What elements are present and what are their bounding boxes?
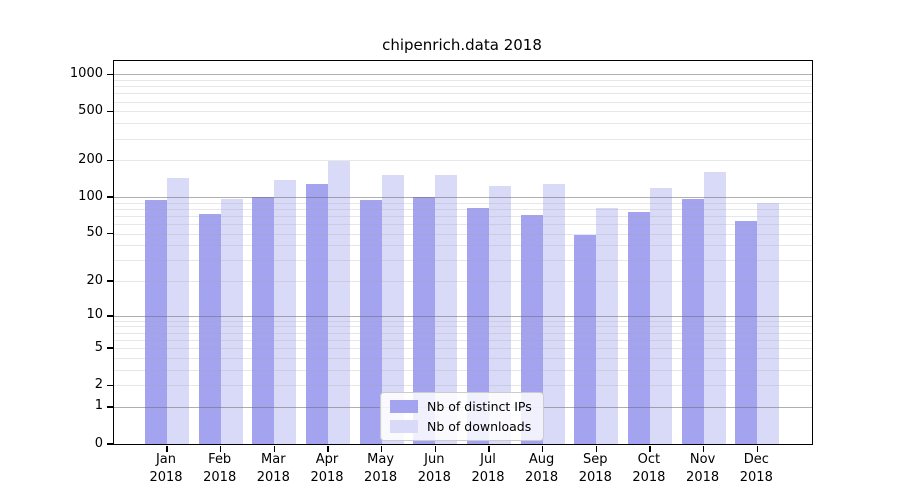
y-tick-mark <box>106 73 113 76</box>
x-tick-mark <box>541 445 544 452</box>
bar-ips-jun <box>413 197 436 444</box>
bar-downloads-aug <box>542 183 565 444</box>
x-tick-mark <box>488 445 490 452</box>
x-tick-mark <box>434 445 436 452</box>
x-tick-label-jun: Jun 2018 <box>417 452 451 485</box>
gridline-minor <box>114 80 812 81</box>
bar-downloads-nov <box>703 171 726 444</box>
bar-downloads-jul <box>489 186 511 444</box>
gridline-minor <box>114 138 812 140</box>
legend-label-downloads: Nb of downloads <box>427 419 532 434</box>
bar-ips-sep <box>574 234 597 444</box>
x-tick-label-nov: Nov 2018 <box>686 452 720 485</box>
legend-row-distinct-ips: Nb of distinct IPs <box>390 399 532 414</box>
y-tick-label: 20 <box>86 272 103 288</box>
bar-ips-apr <box>306 183 328 444</box>
legend: Nb of distinct IPs Nb of downloads <box>380 392 544 441</box>
x-tick-label-jan: Jan 2018 <box>149 452 183 485</box>
y-tick-mark <box>106 384 113 386</box>
bar-ips-jul <box>467 208 489 444</box>
y-tick-mark <box>106 159 113 161</box>
x-tick-label-oct: Oct 2018 <box>632 452 666 485</box>
x-tick-mark <box>702 445 705 452</box>
y-tick-mark <box>106 406 113 408</box>
y-tick-label: 5 <box>94 339 103 355</box>
chart-title: chipenrich.data 2018 <box>382 36 542 54</box>
bar-downloads-oct <box>649 188 672 444</box>
y-tick-mark <box>106 196 113 198</box>
x-tick-label-dec: Dec 2018 <box>739 452 773 485</box>
y-tick-label: 1 <box>94 398 103 414</box>
y-tick-label: 50 <box>86 225 103 241</box>
bar-downloads-apr <box>328 161 350 444</box>
gridline-minor <box>114 86 812 88</box>
x-tick-label-may: May 2018 <box>364 452 398 485</box>
y-tick-label: 10 <box>86 307 103 323</box>
x-tick-mark <box>166 445 168 452</box>
x-tick-mark <box>380 445 383 452</box>
bar-ips-feb <box>198 214 221 444</box>
x-tick-mark <box>595 445 597 452</box>
bar-ips-mar <box>252 196 275 444</box>
y-tick-mark <box>106 232 113 235</box>
bar-ips-nov <box>681 199 704 444</box>
x-tick-mark <box>219 445 222 452</box>
bar-downloads-sep <box>596 207 619 444</box>
y-tick-label: 0 <box>94 435 103 451</box>
gridline-minor <box>114 123 812 125</box>
gridline-minor <box>114 93 812 95</box>
bar-ips-dec <box>735 220 758 444</box>
gridline-minor <box>114 101 812 103</box>
y-tick-mark <box>106 347 113 349</box>
x-tick-label-apr: Apr 2018 <box>310 452 344 485</box>
x-tick-label-feb: Feb 2018 <box>203 452 237 485</box>
gridline-minor <box>114 160 812 162</box>
y-tick-label: 2 <box>94 376 103 392</box>
legend-swatch-distinct-ips <box>390 400 418 413</box>
x-tick-mark <box>327 445 329 452</box>
plot-area: Nb of distinct IPs Nb of downloads <box>106 60 813 452</box>
bar-ips-oct <box>627 212 650 444</box>
legend-label-distinct-ips: Nb of distinct IPs <box>427 399 532 414</box>
bar-ips-jan <box>145 200 167 444</box>
y-tick-label: 200 <box>78 151 103 167</box>
legend-swatch-downloads <box>390 420 418 433</box>
bar-ips-aug <box>520 215 543 444</box>
x-tick-label-mar: Mar 2018 <box>256 452 290 485</box>
y-tick-label: 500 <box>78 102 103 118</box>
y-tick-mark <box>106 443 113 445</box>
x-tick-mark <box>649 445 651 452</box>
bar-ips-may <box>359 199 382 444</box>
y-tick-mark <box>106 315 113 317</box>
y-tick-label: 1000 <box>69 65 103 81</box>
bar-downloads-jan <box>167 178 189 444</box>
bar-downloads-jun <box>435 174 458 444</box>
y-tick-mark <box>106 110 113 113</box>
bar-downloads-dec <box>757 203 780 444</box>
x-tick-mark <box>756 445 758 452</box>
y-tick-label: 100 <box>78 188 103 204</box>
gridline-minor <box>114 111 812 113</box>
y-tick-mark <box>106 280 113 282</box>
bar-downloads-mar <box>274 180 297 444</box>
bar-downloads-may <box>381 174 404 444</box>
x-tick-label-aug: Aug 2018 <box>525 452 559 485</box>
x-tick-label-sep: Sep 2018 <box>578 452 612 485</box>
gridline-major <box>114 74 812 76</box>
x-tick-label-jul: Jul 2018 <box>471 452 505 485</box>
x-tick-mark <box>273 445 276 452</box>
legend-row-downloads: Nb of downloads <box>390 419 532 434</box>
bar-downloads-feb <box>220 199 243 444</box>
